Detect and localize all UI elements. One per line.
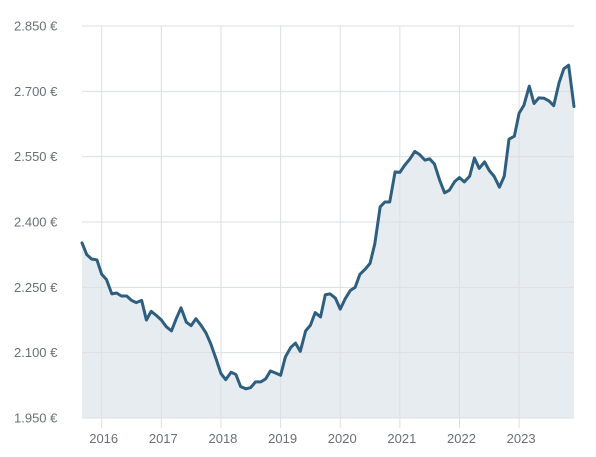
y-tick-label: 2.850 € xyxy=(14,19,58,34)
x-tick-label: 2019 xyxy=(268,431,297,446)
series-area xyxy=(82,65,574,418)
x-tick-label: 2016 xyxy=(89,431,118,446)
y-tick-label: 2.400 € xyxy=(14,215,58,230)
x-tick-label: 2020 xyxy=(328,431,357,446)
x-tick-label: 2021 xyxy=(387,431,416,446)
series-line xyxy=(80,63,576,391)
y-tick-label: 2.100 € xyxy=(14,345,58,360)
x-tick-label: 2022 xyxy=(447,431,476,446)
y-tick-label: 2.250 € xyxy=(14,280,58,295)
y-tick-label: 1.950 € xyxy=(14,411,58,426)
x-tick-label: 2017 xyxy=(149,431,178,446)
y-tick-label: 2.550 € xyxy=(14,149,58,164)
y-tick-label: 2.700 € xyxy=(14,84,58,99)
x-tick-label: 2023 xyxy=(507,431,536,446)
x-tick-label: 2018 xyxy=(208,431,237,446)
